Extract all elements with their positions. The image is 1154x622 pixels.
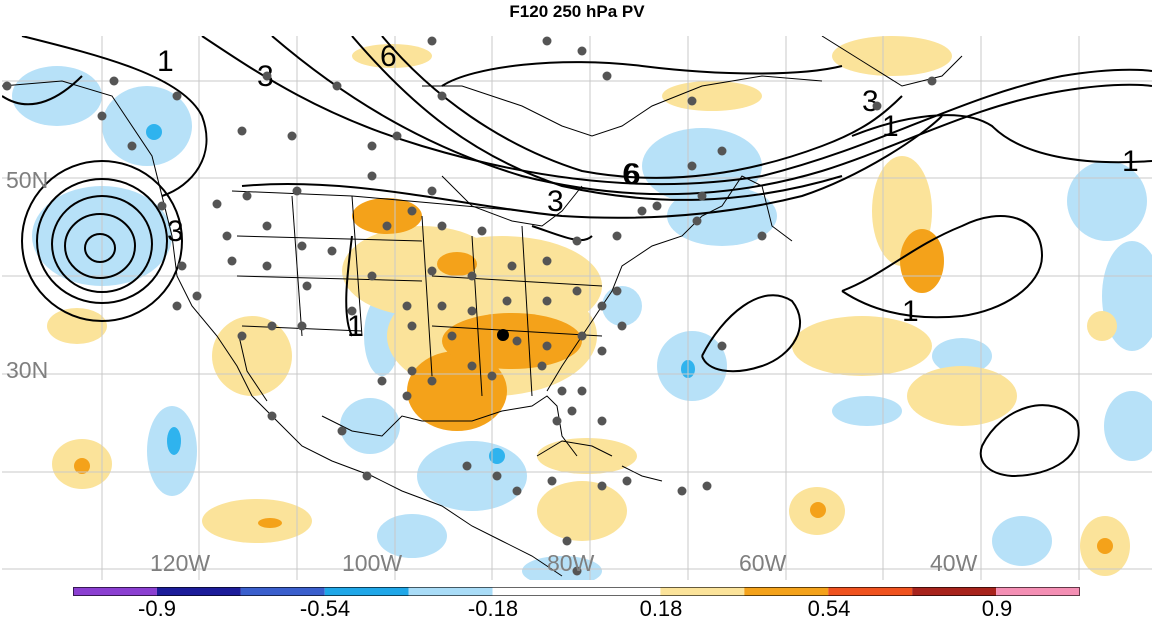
colorbar-segment [576,587,661,596]
colorbar-segment [240,587,325,596]
contour-label: 3 [862,85,879,118]
contour-line [441,61,843,87]
positive-anomaly [900,229,944,293]
colorbar-segment [660,587,745,596]
colorbar-tick-label: 0.54 [807,596,851,621]
positive-anomaly [437,252,477,276]
contour-line [2,75,83,106]
negative-anomaly [146,124,162,140]
colorbar-segment [744,587,829,596]
contour-label: 1 [1122,145,1139,178]
positive-anomaly [352,44,432,68]
contour-line [979,404,1080,478]
negative-anomaly [340,398,400,454]
negative-anomaly [417,441,527,511]
map-canvas: 1 3 6 6 3 1 3 3 6 1 1 1 [2,36,1152,580]
contour-line [271,36,1152,196]
contour-line [21,160,183,322]
contour-line [241,115,943,219]
contour-labels: 1 3 6 6 3 1 3 3 6 1 1 1 [157,40,1139,343]
coastlines-and-borders [2,36,963,577]
colorbar-segment [73,587,157,596]
positive-anomaly [537,481,627,541]
colorbar-tick-label: -0.18 [467,596,519,621]
colorbar-segment [324,587,409,596]
map-panel: 1 3 6 6 3 1 3 3 6 1 1 1 [2,36,1152,580]
positive-anomaly [810,502,826,518]
colorbar-tick-label: -0.54 [299,596,351,621]
contour-label: 3 [167,215,184,248]
colorbar-segment [996,587,1080,596]
contour-line [381,36,903,179]
lon-label-60w: 60W [739,550,787,576]
contour-line [701,294,802,373]
negative-anomaly [167,427,181,455]
positive-anomaly [212,316,292,396]
contour-line [36,178,168,304]
negative-anomaly [102,86,192,166]
positive-anomaly [74,458,90,474]
negative-anomaly [1104,391,1152,461]
positive-anomaly [832,36,952,76]
contour-line [345,235,353,337]
positive-anomaly [907,366,1017,426]
negative-anomaly [364,296,400,376]
contour-line [201,36,1152,186]
colorbar-tick-label: 0.18 [639,596,683,621]
contour-line [841,215,1044,319]
pv-contours [2,36,1152,478]
contour-line [531,225,593,242]
lon-label-100w: 100W [342,550,403,576]
contour-label: 1 [882,110,899,143]
negative-anomaly [832,396,902,426]
lon-label-120w: 120W [150,550,211,576]
colorbar-segment [828,587,913,596]
colorbar-segment [408,587,493,596]
station-dots [2,36,937,576]
colorbar-segment [912,587,997,596]
negative-anomaly [522,556,602,580]
contour-label: 1 [157,45,174,78]
contour-line [51,195,153,293]
lon-label-40w: 40W [930,550,978,576]
positive-anomaly [537,438,637,474]
contour-label: 6 [622,158,639,191]
contour-label: 1 [902,295,919,328]
lon-label-80w: 80W [547,550,595,576]
positive-anomaly [442,313,582,369]
contour-label: 3 [547,185,564,218]
contour-line [21,36,208,197]
positive-anomaly [47,308,107,344]
highlighted-station [497,329,509,341]
colorbar-segment [492,587,577,596]
negative-anomaly [992,516,1052,566]
contour-line [851,114,1152,164]
negative-anomaly [489,448,505,464]
positive-anomaly [1097,538,1113,554]
lat-label-30n: 30N [6,357,49,383]
negative-anomaly [932,338,992,374]
positive-anomaly [1087,311,1117,341]
contour-label: 6 [624,158,641,191]
map-title: F120 250 hPa PV [509,2,645,21]
contour-line [351,36,843,201]
positive-anomaly [258,518,282,528]
colorbar-border [73,587,1080,596]
colorbar [73,587,1080,596]
colorbar-tick-label: -0.9 [138,596,176,621]
contour-line [84,233,116,263]
positive-anomaly [352,198,422,234]
contour-label: 6 [380,40,397,73]
negative-anomaly [602,286,642,326]
contour-line [64,213,136,279]
contour-label: 1 [347,310,364,343]
lat-label-50n: 50N [6,167,49,193]
positive-anomaly [662,81,762,111]
positive-anomaly [202,499,312,543]
negative-anomaly [1067,161,1147,241]
negative-anomaly [667,186,777,246]
positive-anomaly [792,316,932,376]
colorbar-segment [156,587,241,596]
colorbar-tick-label: 0.9 [981,596,1013,621]
